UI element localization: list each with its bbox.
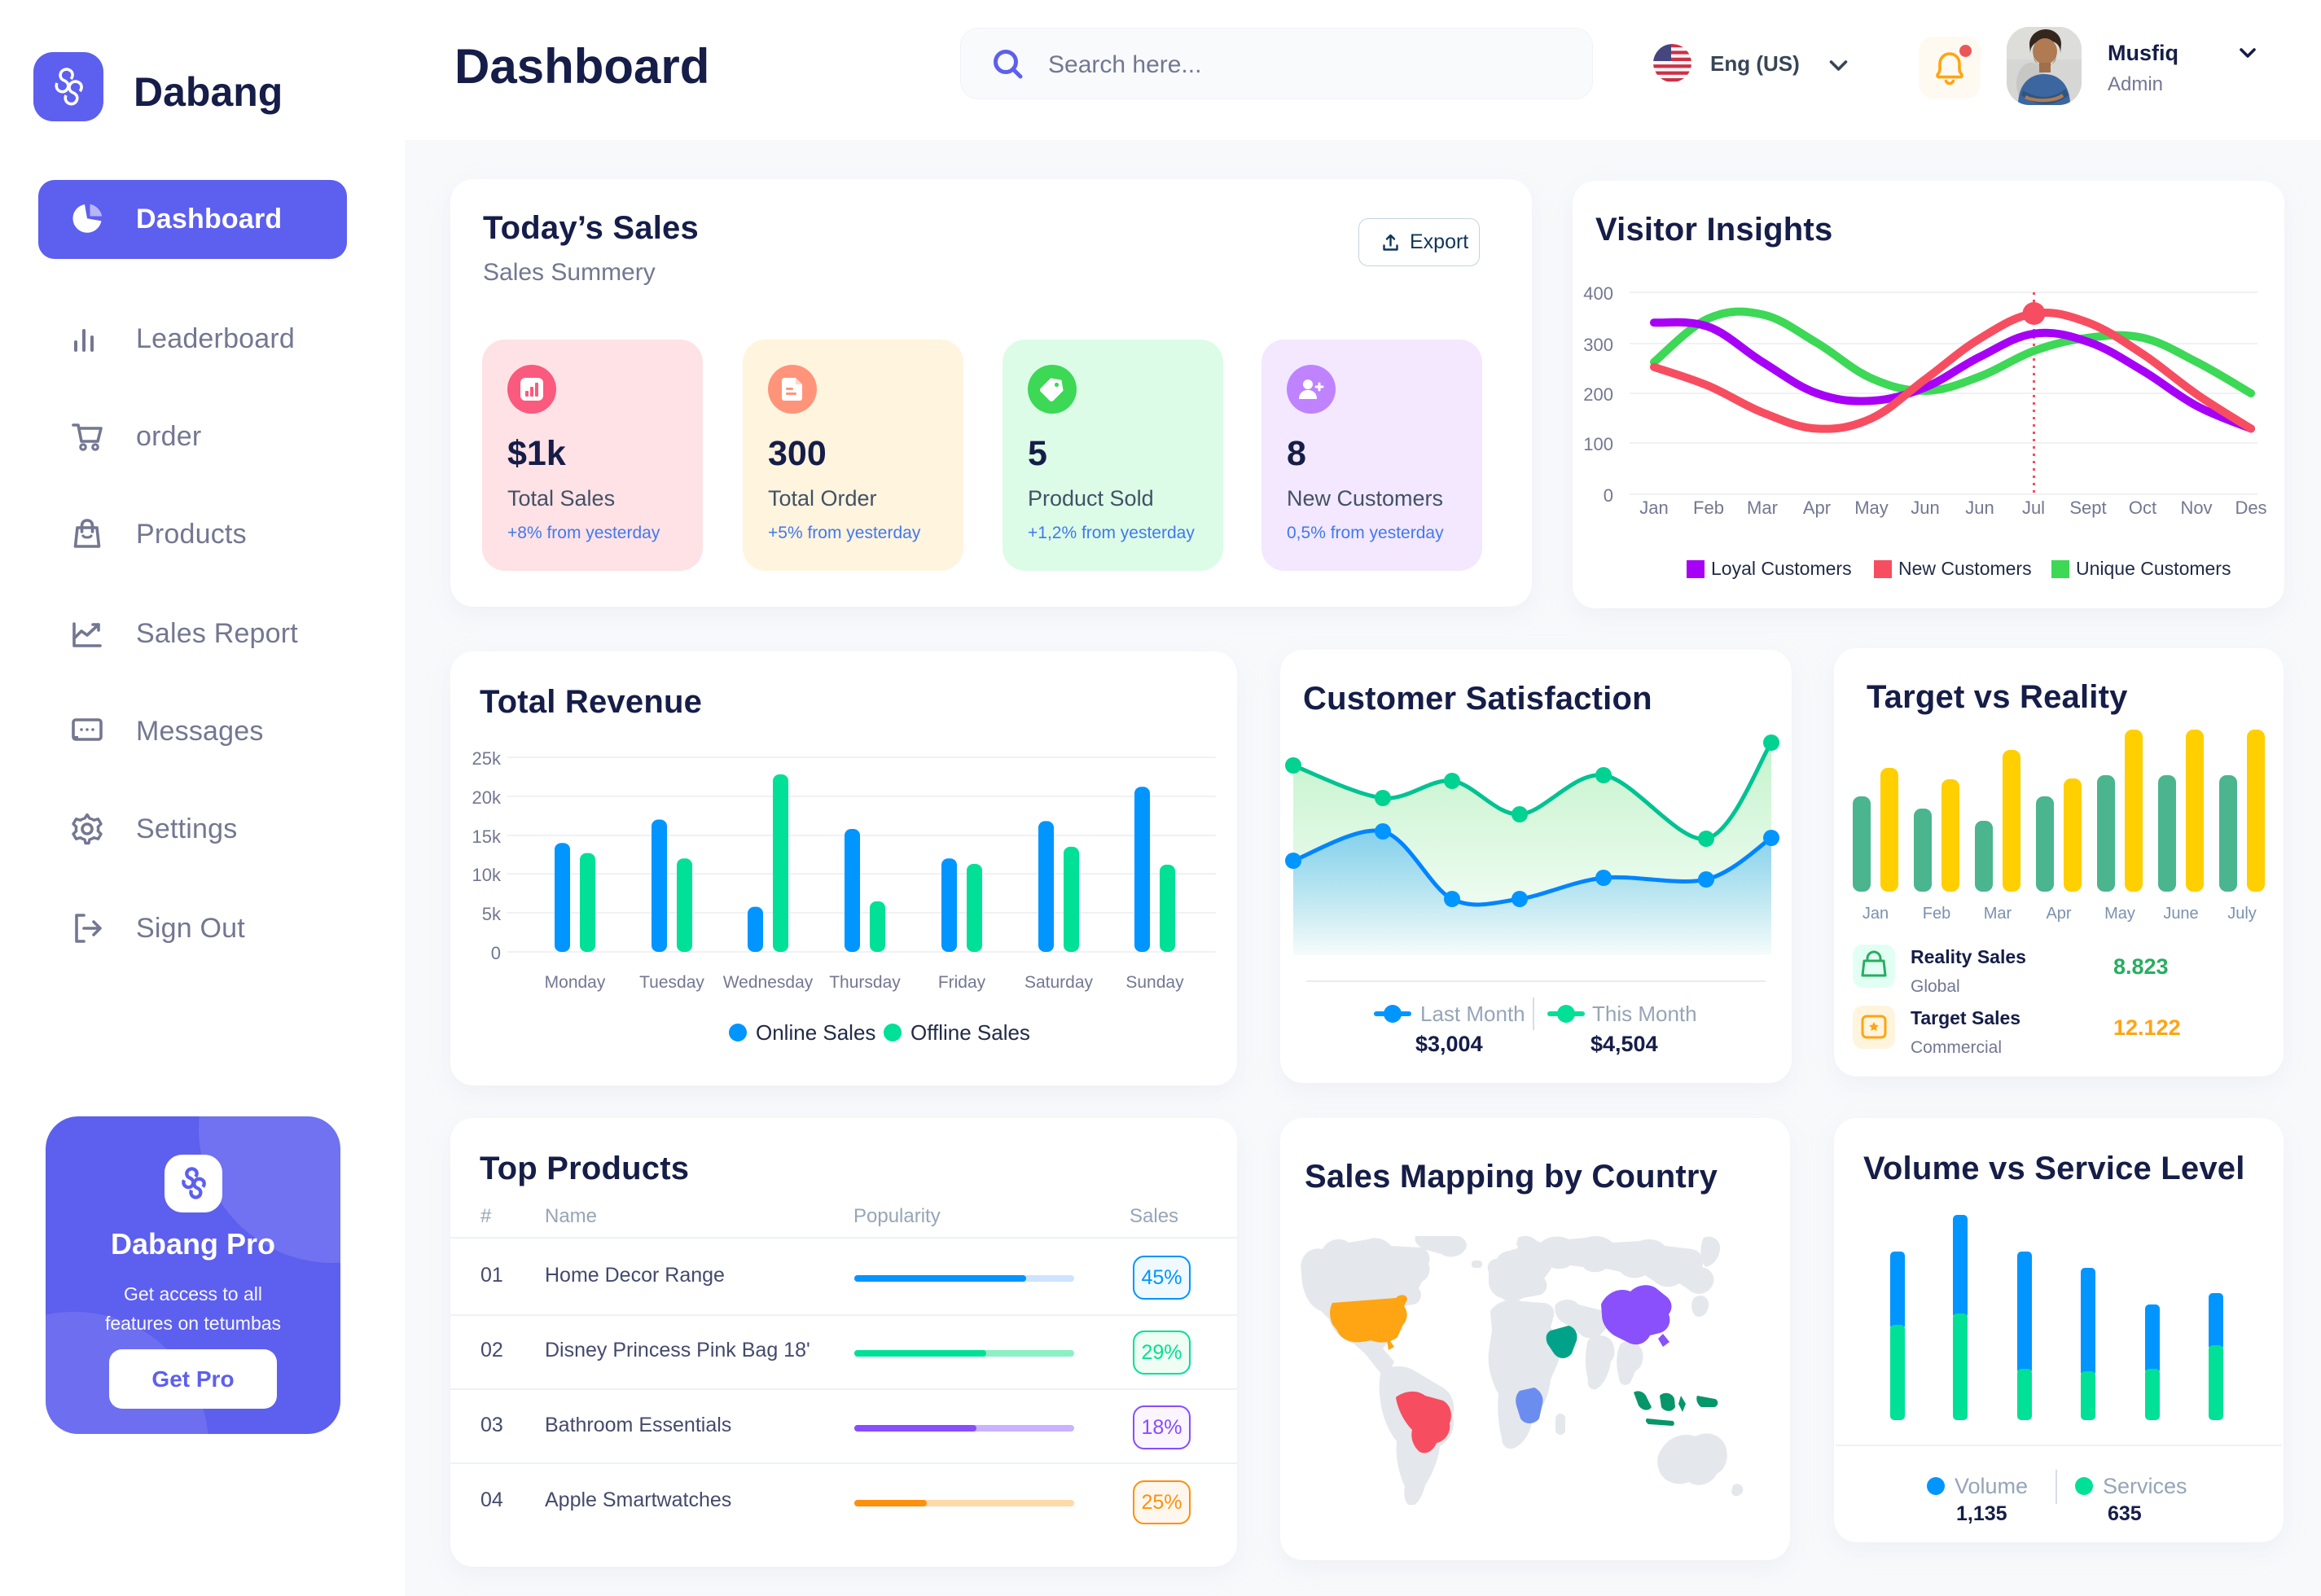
svg-text:100: 100	[1583, 434, 1613, 454]
svg-text:200: 200	[1583, 384, 1613, 405]
svg-text:400: 400	[1583, 283, 1613, 304]
svg-text:$4,504: $4,504	[1590, 1032, 1658, 1056]
svg-text:20k: 20k	[472, 787, 502, 808]
svg-text:Feb: Feb	[1923, 905, 1950, 923]
svg-text:Unique Customers: Unique Customers	[2076, 558, 2231, 579]
svg-text:25k: 25k	[472, 748, 502, 769]
svg-text:Oct: Oct	[2129, 498, 2156, 518]
svg-text:15k: 15k	[472, 826, 502, 847]
svg-text:Mar: Mar	[1747, 498, 1778, 518]
svg-text:Jan: Jan	[1639, 498, 1668, 518]
svg-text:Loyal Customers: Loyal Customers	[1711, 558, 1852, 579]
svg-text:Last Month: Last Month	[1420, 1002, 1525, 1026]
svg-text:Feb: Feb	[1693, 498, 1724, 518]
svg-text:Thursday: Thursday	[829, 973, 901, 992]
svg-text:Reality Sales: Reality Sales	[1911, 946, 2026, 967]
svg-text:Volume: Volume	[1955, 1474, 2028, 1498]
svg-text:635: 635	[2108, 1502, 2142, 1525]
svg-text:Apr: Apr	[1803, 498, 1831, 518]
svg-text:Sunday: Sunday	[1125, 973, 1184, 992]
svg-text:Target Sales: Target Sales	[1911, 1007, 2020, 1028]
svg-text:Sept: Sept	[2069, 498, 2106, 518]
svg-text:May: May	[1854, 498, 1889, 518]
svg-text:0: 0	[491, 943, 501, 963]
svg-text:Jun: Jun	[1965, 498, 1994, 518]
svg-text:This Month: This Month	[1592, 1002, 1697, 1026]
svg-text:July: July	[2227, 905, 2257, 923]
svg-text:Mar: Mar	[1984, 905, 2012, 923]
svg-text:10k: 10k	[472, 865, 502, 885]
svg-text:300: 300	[1583, 335, 1613, 355]
svg-text:Tuesday: Tuesday	[639, 973, 704, 992]
svg-text:Global: Global	[1911, 977, 1960, 996]
svg-text:0: 0	[1604, 485, 1613, 506]
svg-text:Jan: Jan	[1863, 905, 1889, 923]
svg-text:Offline Sales: Offline Sales	[910, 1020, 1030, 1045]
svg-text:Online Sales: Online Sales	[756, 1020, 875, 1045]
svg-text:Jul: Jul	[2022, 498, 2045, 518]
svg-text:New Customers: New Customers	[1898, 558, 2032, 579]
svg-text:$3,004: $3,004	[1415, 1032, 1483, 1056]
svg-text:12.122: 12.122	[2113, 1015, 2181, 1040]
svg-text:June: June	[2163, 905, 2198, 923]
svg-text:Commercial: Commercial	[1911, 1038, 2002, 1057]
svg-text:Saturday: Saturday	[1024, 973, 1094, 992]
svg-text:May: May	[2104, 905, 2135, 923]
svg-text:Jun: Jun	[1911, 498, 1939, 518]
svg-text:1,135: 1,135	[1956, 1502, 2007, 1525]
svg-text:Nov: Nov	[2180, 498, 2212, 518]
svg-text:8.823: 8.823	[2113, 954, 2169, 979]
svg-text:Des: Des	[2235, 498, 2266, 518]
svg-text:Apr: Apr	[2046, 905, 2071, 923]
svg-text:Friday: Friday	[938, 973, 986, 992]
svg-text:5k: 5k	[482, 904, 502, 924]
svg-text:Services: Services	[2103, 1474, 2187, 1498]
svg-text:Monday: Monday	[545, 973, 606, 992]
svg-text:Wednesday: Wednesday	[723, 973, 814, 992]
